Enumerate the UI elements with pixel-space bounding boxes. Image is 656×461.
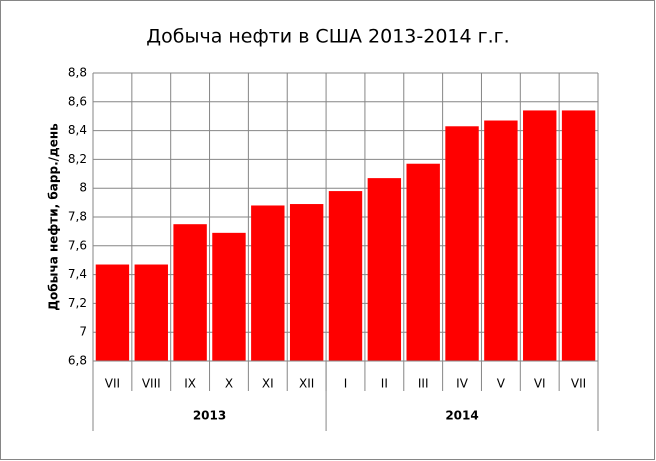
group-label: 2014 xyxy=(445,409,478,423)
bar xyxy=(134,264,168,361)
y-tick-label: 8,6 xyxy=(68,94,87,108)
y-tick-label: 8,8 xyxy=(68,66,87,80)
x-tick-label: XI xyxy=(262,377,274,391)
bar xyxy=(523,110,557,361)
group-label: 2013 xyxy=(193,409,226,423)
x-tick-label: VI xyxy=(534,377,546,391)
y-tick-label: 6,8 xyxy=(68,354,87,368)
x-tick-label: V xyxy=(497,377,506,391)
y-tick-label: 8 xyxy=(79,181,87,195)
x-tick-label: III xyxy=(418,377,429,391)
bar xyxy=(95,264,130,361)
y-axis-label: Добыча нефти, барр./день xyxy=(47,123,61,311)
y-tick-label: 8,4 xyxy=(68,123,87,137)
y-tick-label: 7,8 xyxy=(68,210,87,224)
bar xyxy=(289,204,324,361)
bar xyxy=(173,224,207,361)
x-tick-label: VIII xyxy=(142,377,161,391)
x-tick-label: X xyxy=(225,377,233,391)
bar xyxy=(328,191,363,361)
y-tick-label: 7,4 xyxy=(68,267,87,281)
y-tick-label: 7,2 xyxy=(68,296,87,310)
bar xyxy=(561,110,596,361)
bar xyxy=(367,178,402,361)
y-tick-label: 8,2 xyxy=(68,152,87,166)
y-tick-label: 7 xyxy=(79,325,87,339)
x-tick-label: XII xyxy=(299,377,314,391)
x-tick-label: VII xyxy=(105,377,120,391)
bar xyxy=(251,205,285,361)
bar xyxy=(445,126,479,361)
bar xyxy=(484,120,518,362)
chart-title: Добыча нефти в США 2013-2014 г.г. xyxy=(146,26,509,48)
x-tick-label: VII xyxy=(571,377,586,391)
x-tick-label: IX xyxy=(184,377,196,391)
y-tick-label: 7,6 xyxy=(68,238,87,252)
x-tick-label: I xyxy=(344,377,348,391)
bar xyxy=(406,163,440,361)
x-tick-label: IV xyxy=(456,377,469,391)
x-tick-label: II xyxy=(381,377,388,391)
bar xyxy=(212,232,246,361)
